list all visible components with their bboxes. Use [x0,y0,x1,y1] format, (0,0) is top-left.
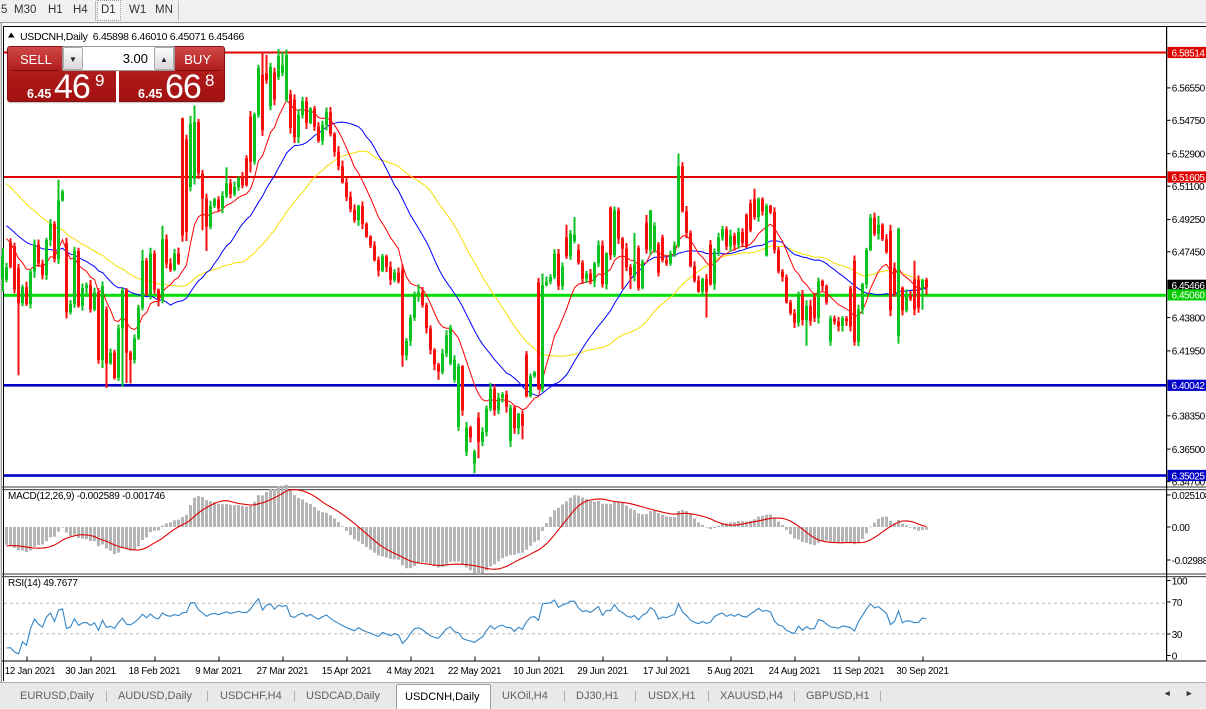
svg-text:6.45060: 6.45060 [1172,291,1206,302]
svg-text:USDCNH,Daily 6.45898 6.46010: USDCNH,Daily 6.45898 6.46010 6.45071 6.4… [20,31,245,43]
svg-text:6.40042: 6.40042 [1172,381,1206,392]
svg-text:0.025108: 0.025108 [1172,491,1206,502]
svg-text:70: 70 [1172,598,1183,609]
svg-text:6.56550: 6.56550 [1172,84,1206,95]
svg-text:30 Sep 2021: 30 Sep 2021 [896,666,948,677]
svg-text:6.51605: 6.51605 [1172,173,1206,184]
svg-text:100: 100 [1172,576,1188,587]
svg-text:6.54750: 6.54750 [1172,116,1206,127]
svg-text:6.49250: 6.49250 [1172,215,1206,226]
svg-text:29 Jun 2021: 29 Jun 2021 [577,666,628,677]
svg-text:6.58514: 6.58514 [1172,48,1206,59]
svg-text:30: 30 [1172,630,1183,641]
svg-text:27 Mar 2021: 27 Mar 2021 [257,666,309,677]
svg-text:9 Mar 2021: 9 Mar 2021 [195,666,242,677]
svg-text:6.43800: 6.43800 [1172,313,1206,324]
svg-text:12 Jan 2021: 12 Jan 2021 [5,666,56,677]
svg-text:6.35025: 6.35025 [1172,471,1206,482]
svg-text:15 Apr 2021: 15 Apr 2021 [322,666,372,677]
svg-text:RSI(14) 49.7677: RSI(14) 49.7677 [8,578,78,589]
svg-text:30 Jan 2021: 30 Jan 2021 [65,666,116,677]
svg-text:0.00: 0.00 [1172,523,1191,534]
svg-text:6.36500: 6.36500 [1172,445,1206,456]
svg-text:5 Aug 2021: 5 Aug 2021 [707,666,754,677]
svg-text:MACD(12,26,9) -0.002589 -0.001: MACD(12,26,9) -0.002589 -0.001746 [8,491,166,502]
svg-text:6.41950: 6.41950 [1172,347,1206,358]
svg-text:-0.02988: -0.02988 [1172,556,1206,567]
svg-text:22 May 2021: 22 May 2021 [448,666,501,677]
svg-text:18 Feb 2021: 18 Feb 2021 [129,666,181,677]
svg-text:0: 0 [1172,651,1178,662]
svg-text:4 May 2021: 4 May 2021 [386,666,434,677]
svg-text:10 Jun 2021: 10 Jun 2021 [513,666,564,677]
svg-text:17 Jul 2021: 17 Jul 2021 [643,666,690,677]
svg-text:6.47450: 6.47450 [1172,248,1206,259]
svg-text:11 Sep 2021: 11 Sep 2021 [833,666,884,677]
svg-text:24 Aug 2021: 24 Aug 2021 [769,666,821,677]
svg-text:6.38350: 6.38350 [1172,412,1206,423]
svg-text:6.52900: 6.52900 [1172,149,1206,160]
